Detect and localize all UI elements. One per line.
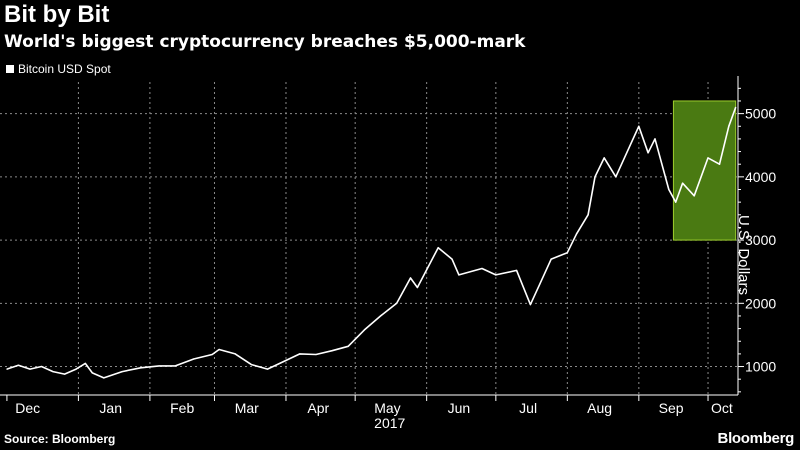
data-point [516, 269, 518, 272]
source-note: Source: Bloomberg [4, 432, 116, 446]
y-tick-label: 3000 [745, 232, 776, 248]
axes: 1000 2000 3000 4000 5000 Dec Jan Feb Mar Apr May Ju… [0, 76, 776, 431]
data-point [682, 182, 684, 184]
data-point [416, 286, 419, 289]
x-tick-label: Oct [711, 400, 733, 416]
data-point [626, 150, 628, 153]
data-point [603, 157, 605, 159]
bloomberg-logo: Bloomberg [717, 430, 795, 447]
data-point [266, 368, 269, 370]
data-point [529, 303, 532, 306]
data-point [594, 176, 596, 178]
data-point [728, 125, 730, 127]
data-point [647, 152, 649, 154]
highlight-region [672, 100, 737, 241]
data-point [550, 258, 552, 260]
y-tick-label: 1000 [745, 359, 776, 375]
data-point [283, 360, 285, 363]
data-point [52, 371, 54, 373]
y-tick-label: 4000 [745, 169, 776, 185]
data-point [735, 106, 737, 108]
data-point [347, 345, 349, 347]
data-point [193, 358, 195, 360]
data-point [458, 274, 460, 276]
data-point [481, 267, 483, 270]
data-point [675, 201, 677, 203]
data-point [451, 258, 453, 260]
data-point [693, 195, 695, 197]
data-point [668, 188, 670, 191]
data-point [437, 247, 439, 249]
legend: Bitcoin USD Spot [6, 62, 111, 76]
x-tick-label: Sep [659, 400, 684, 416]
gridlines [0, 82, 738, 395]
data-point [299, 353, 301, 355]
data-point [638, 125, 640, 127]
x-tick-label: Apr [307, 400, 329, 416]
data-point [17, 364, 20, 366]
x-tick-label: Aug [587, 400, 612, 416]
data-point [6, 368, 8, 370]
data-point [234, 353, 236, 355]
highlight-box [672, 100, 737, 241]
legend-label: Bitcoin USD Spot [18, 62, 111, 76]
data-point [211, 353, 213, 356]
data-point [29, 368, 31, 370]
y-tick-label: 5000 [745, 106, 776, 122]
data-point [566, 252, 568, 254]
data-point [250, 364, 252, 366]
data-point [396, 302, 398, 304]
x-tick-label: Dec [15, 400, 40, 416]
x-tick-label: Jan [99, 400, 122, 416]
data-point [718, 163, 721, 165]
data-point [575, 233, 578, 235]
legend-swatch [6, 65, 14, 73]
data-point [63, 373, 66, 375]
data-point [495, 274, 497, 276]
y-tick-label: 2000 [745, 295, 776, 311]
series-line-bitcoin [6, 107, 737, 379]
data-point [121, 371, 123, 373]
data-point [174, 365, 176, 367]
data-point [84, 362, 86, 364]
data-point [539, 283, 541, 285]
data-point [587, 214, 589, 216]
x-tick-label: May [374, 400, 400, 416]
data-point [103, 377, 105, 379]
data-point [91, 372, 93, 374]
x-tick-label: Jun [448, 400, 471, 416]
x-tick-label: Feb [170, 400, 194, 416]
chart-subtitle: World's biggest cryptocurrency breaches … [4, 32, 526, 52]
data-point [40, 365, 43, 368]
x-tick-label: Mar [235, 400, 259, 416]
series-layer [6, 106, 737, 379]
data-point [409, 277, 412, 279]
chart-title: Bit by Bit [4, 1, 110, 28]
data-point [331, 350, 333, 352]
data-point [379, 315, 382, 317]
x-tick-label: Jul [519, 400, 537, 416]
data-point [615, 176, 617, 178]
data-point [158, 365, 160, 367]
data-point [315, 353, 317, 356]
data-point [140, 367, 142, 369]
data-point [654, 138, 656, 140]
x-year-label: 2017 [374, 415, 405, 431]
data-point [75, 368, 77, 370]
data-point [218, 348, 220, 351]
data-point [363, 329, 365, 331]
data-point [707, 157, 709, 159]
